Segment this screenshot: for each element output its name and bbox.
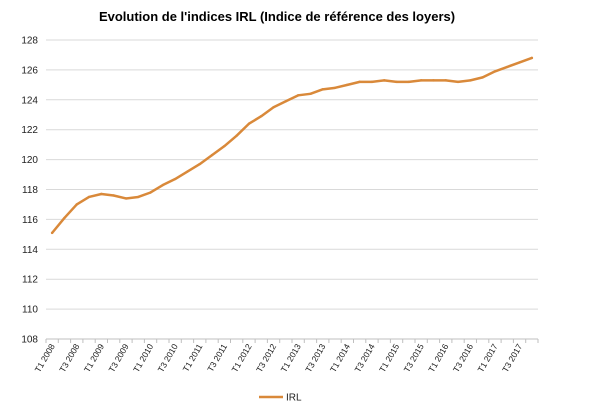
x-axis: T1 2008 T3 2008 T1 2009 T3 2009 T1 2010 T3 20… xyxy=(33,338,539,374)
x-tick-label: T1 2014 xyxy=(328,342,352,374)
y-tick-label: 120 xyxy=(21,155,38,166)
data-point xyxy=(63,216,66,220)
x-tick-label: T1 2013 xyxy=(279,342,303,374)
y-tick-label: 116 xyxy=(22,215,38,226)
data-point xyxy=(530,56,534,60)
x-tick-label: T3 2015 xyxy=(402,342,426,374)
data-point xyxy=(198,162,201,166)
data-point xyxy=(321,88,324,91)
x-tick-label: T1 2012 xyxy=(229,342,253,374)
x-tick-label: T3 2014 xyxy=(352,342,376,374)
data-point xyxy=(87,195,91,199)
x-tick-label: T1 2011 xyxy=(181,342,205,374)
data-point xyxy=(518,61,521,64)
x-tick-label: T3 2013 xyxy=(303,342,327,374)
x-tick-label: T3 2010 xyxy=(156,342,180,374)
x-tick-label: T3 2008 xyxy=(57,342,81,374)
data-point xyxy=(260,115,263,118)
data-point xyxy=(506,65,509,69)
data-point xyxy=(481,76,484,79)
data-point xyxy=(419,79,423,82)
series-group xyxy=(50,56,534,235)
data-point xyxy=(223,144,226,148)
data-point xyxy=(137,195,140,199)
y-tick-label: 122 xyxy=(21,125,38,136)
data-point xyxy=(173,177,177,181)
x-tick-label: T1 2008 xyxy=(33,342,57,374)
data-point xyxy=(493,70,497,73)
y-tick-label: 118 xyxy=(22,185,38,196)
y-tick-label: 124 xyxy=(21,95,38,106)
data-point xyxy=(395,80,398,84)
data-point xyxy=(444,79,447,82)
x-tick-label: T1 2016 xyxy=(426,342,450,374)
data-point xyxy=(149,191,152,194)
x-tick-label: T3 2012 xyxy=(254,342,278,374)
y-tick-label: 114 xyxy=(22,245,38,256)
data-point xyxy=(370,80,374,84)
y-tick-label: 110 xyxy=(22,305,38,316)
y-tick-label: 126 xyxy=(21,65,38,76)
data-point xyxy=(75,203,78,206)
data-point xyxy=(161,183,165,187)
gridlines xyxy=(46,39,538,340)
x-tick-label: T3 2011 xyxy=(205,342,229,374)
data-point xyxy=(272,106,275,109)
data-point xyxy=(469,79,472,82)
data-point xyxy=(407,80,411,84)
y-tick-label: 128 xyxy=(21,36,38,47)
data-point xyxy=(186,170,189,173)
data-point xyxy=(309,92,312,96)
data-point xyxy=(124,197,128,200)
x-tick-label: T1 2015 xyxy=(377,342,401,374)
x-tick-label: T1 2009 xyxy=(82,342,106,374)
chart-title: Evolution de l'indices IRL (Indice de ré… xyxy=(99,9,455,24)
y-tick-label: 108 xyxy=(21,335,38,346)
legend: IRL xyxy=(259,393,302,404)
data-point xyxy=(50,231,54,235)
data-point xyxy=(456,80,460,84)
data-point xyxy=(358,80,361,84)
y-tick-label: 112 xyxy=(22,275,38,286)
x-tick-label: T1 2010 xyxy=(131,342,155,374)
y-axis: 108 110 112 114 116 118 120 122 124 126 128 xyxy=(21,36,38,346)
data-point xyxy=(112,194,115,197)
x-tick-label: T3 2009 xyxy=(106,342,130,374)
data-point xyxy=(432,79,435,82)
data-point xyxy=(100,192,103,196)
data-point xyxy=(383,79,386,82)
x-tick-label: T3 2016 xyxy=(451,342,475,374)
data-point xyxy=(333,86,337,90)
data-point xyxy=(296,94,300,97)
data-point xyxy=(346,83,349,87)
legend-label: IRL xyxy=(286,393,302,404)
x-tick-label: T3 2017 xyxy=(500,342,524,374)
data-point xyxy=(284,100,288,103)
data-point xyxy=(235,134,238,137)
series-line-irl xyxy=(50,56,534,235)
data-point xyxy=(247,122,251,125)
data-point xyxy=(210,153,214,157)
x-tick-label: T1 2017 xyxy=(475,342,499,374)
